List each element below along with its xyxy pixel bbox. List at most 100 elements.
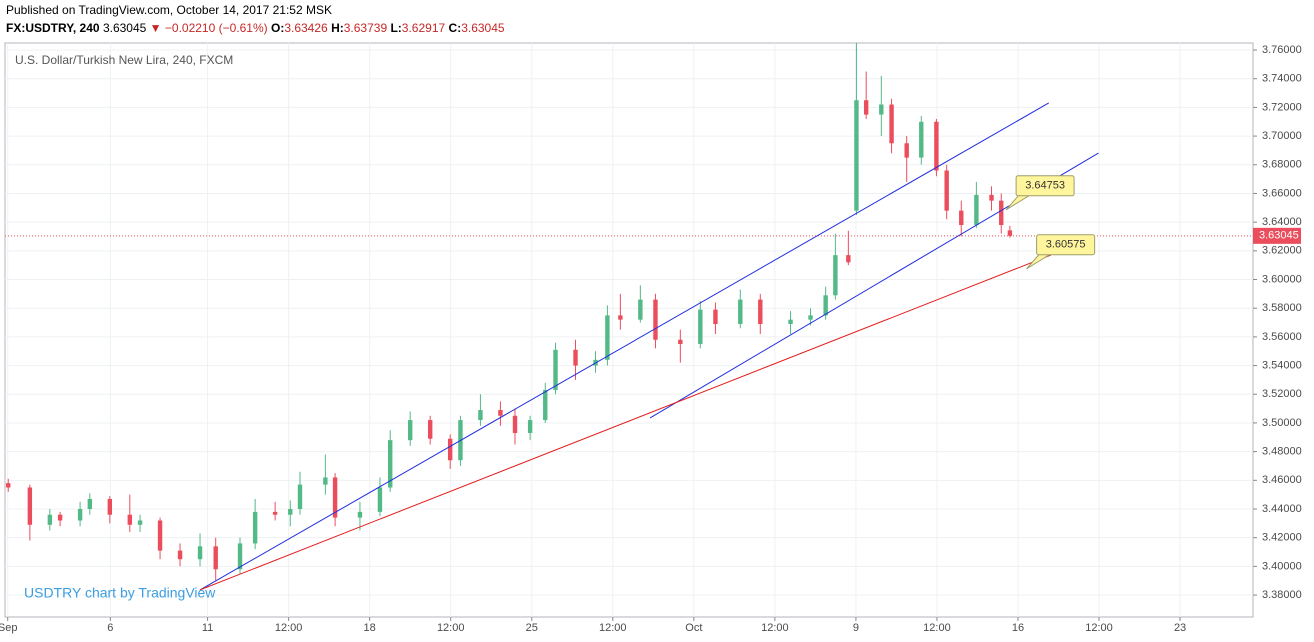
plot-frame (4, 42, 1254, 618)
last-price-label: 3.63045 (1259, 230, 1299, 242)
callout-label: 3.60575 (1046, 239, 1086, 251)
candle-body (543, 389, 548, 421)
candle-body (47, 514, 53, 525)
y-tick-label: 3.64000 (1262, 216, 1302, 228)
o: 3.63426 (284, 21, 328, 35)
candle-body (297, 484, 303, 509)
l-label: L: (390, 21, 401, 35)
symbol: FX:USDTRY, 240 (6, 21, 100, 35)
x-tick-label: 23 (1174, 622, 1186, 634)
x-tick-label: 12:00 (1085, 622, 1113, 634)
x-tick-label: 12:00 (599, 622, 627, 634)
candle-body (237, 543, 243, 570)
trendline (199, 102, 1050, 591)
candle-body (107, 498, 113, 515)
x-tick-label: Sep (0, 622, 17, 634)
c: 3.63045 (461, 21, 505, 35)
candle-body (157, 520, 163, 551)
candle-body (846, 255, 851, 263)
y-tick-label: 3.56000 (1262, 331, 1302, 343)
h-label: H: (331, 21, 344, 35)
y-tick-label: 3.66000 (1262, 187, 1302, 199)
watermark: USDTRY chart by TradingView (24, 585, 216, 601)
x-tick-label: 16 (1012, 622, 1024, 634)
x-tick-label: 9 (853, 622, 859, 634)
candle-body (738, 299, 743, 324)
y-tick-label: 3.46000 (1262, 474, 1302, 486)
y-tick-label: 3.40000 (1262, 560, 1302, 572)
candle-body (653, 299, 658, 340)
candle-body (87, 498, 93, 509)
candle-body (427, 420, 433, 439)
callout-box (1015, 175, 1075, 197)
candle-body (407, 420, 413, 441)
candle-body (127, 514, 132, 525)
candle-body (57, 514, 63, 521)
candle-body (332, 477, 338, 518)
y-tick-label: 3.70000 (1262, 130, 1302, 142)
candle-body (478, 410, 483, 421)
candle-body (447, 438, 453, 461)
candle-body (272, 511, 278, 515)
candle-body (758, 299, 763, 324)
y-tick-label: 3.76000 (1262, 44, 1302, 56)
candle-body (6, 483, 11, 488)
y-tick-label: 3.50000 (1262, 417, 1302, 429)
y-tick-label: 3.74000 (1262, 73, 1302, 85)
y-tick-label: 3.68000 (1262, 159, 1302, 171)
o-label: O: (271, 21, 284, 35)
candle-body (618, 315, 623, 320)
y-tick-label: 3.42000 (1262, 532, 1302, 544)
candle-body (934, 121, 939, 171)
c-label: C: (449, 21, 462, 35)
candle-body (638, 299, 643, 320)
candle-body (959, 210, 964, 226)
x-tick-label: 12:00 (275, 622, 303, 634)
candle-body (605, 315, 610, 360)
candle-body (1007, 230, 1013, 236)
candle-body (137, 520, 143, 525)
chart-title: U.S. Dollar/Turkish New Lira, 240, FXCM (15, 53, 233, 67)
candle-body (944, 170, 949, 211)
candle-body (823, 295, 828, 316)
y-tick-label: 3.72000 (1262, 101, 1302, 113)
change: ▼ −0.02210 (−0.61%) (150, 21, 268, 35)
candle-body (974, 194, 979, 226)
candle-body (177, 550, 183, 560)
y-tick-label: 3.38000 (1262, 589, 1302, 601)
candle-body (77, 508, 83, 521)
y-tick-label: 3.44000 (1262, 503, 1302, 515)
candle-body (854, 100, 859, 211)
y-tick-label: 3.58000 (1262, 302, 1302, 314)
quote-line: FX:USDTRY, 240 3.63045 ▼ −0.02210 (−0.61… (6, 21, 505, 35)
candle-body (288, 508, 293, 515)
candle-body (527, 420, 533, 433)
candle-body (573, 349, 578, 366)
candle-body (788, 319, 793, 324)
x-tick-label: 11 (202, 622, 213, 634)
candle-body (999, 200, 1004, 226)
candle-body (713, 309, 718, 324)
candle-body (323, 477, 328, 485)
candle-body (863, 100, 869, 115)
candle-body (357, 511, 363, 518)
candle-body (197, 546, 203, 560)
x-tick-label: 25 (526, 622, 538, 634)
candle-body (989, 194, 994, 201)
candle-body (388, 440, 393, 488)
candle-body (213, 546, 218, 570)
y-tick-label: 3.60000 (1262, 273, 1302, 285)
l: 3.62917 (402, 21, 446, 35)
candle-body (698, 309, 703, 345)
marks: 3.64753 3.60575 (5, 42, 1253, 591)
candle-body (377, 487, 383, 512)
grid (5, 43, 1253, 617)
candle-body (889, 104, 894, 144)
y-tick-label: 3.54000 (1262, 359, 1302, 371)
candle-body (678, 339, 683, 345)
x-tick-label: Oct (685, 622, 702, 634)
candle-body (27, 487, 33, 525)
y-tick-label: 3.48000 (1262, 446, 1302, 458)
